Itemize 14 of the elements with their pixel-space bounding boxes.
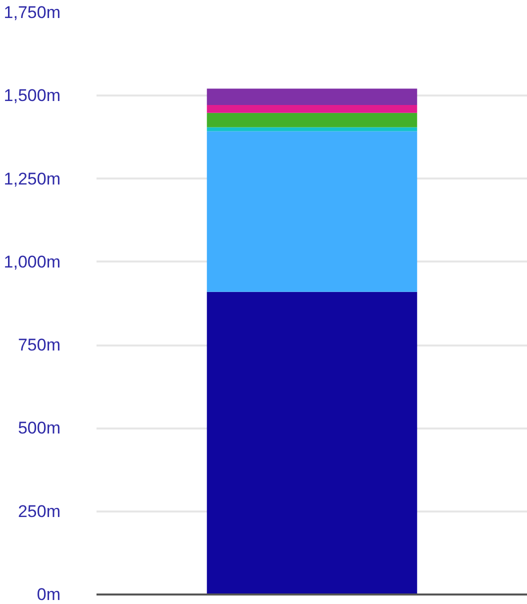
- y-tick-label: 1,500m: [4, 86, 60, 106]
- y-tick-label: 1,250m: [4, 169, 60, 188]
- bar: [206, 127, 418, 132]
- y-tick-label: 1,750m: [4, 3, 60, 22]
- bar: [206, 131, 418, 292]
- y-tick-label: 500m: [18, 418, 61, 438]
- bar: [206, 112, 418, 128]
- bar: [206, 88, 418, 105]
- y-tick-label: 250m: [18, 502, 61, 521]
- bar: [206, 292, 418, 594]
- y-tick-label: 1,000m: [4, 252, 60, 272]
- bar: [206, 104, 418, 113]
- y-tick-label: 750m: [18, 336, 61, 355]
- y-tick-label: 0m: [36, 585, 61, 604]
